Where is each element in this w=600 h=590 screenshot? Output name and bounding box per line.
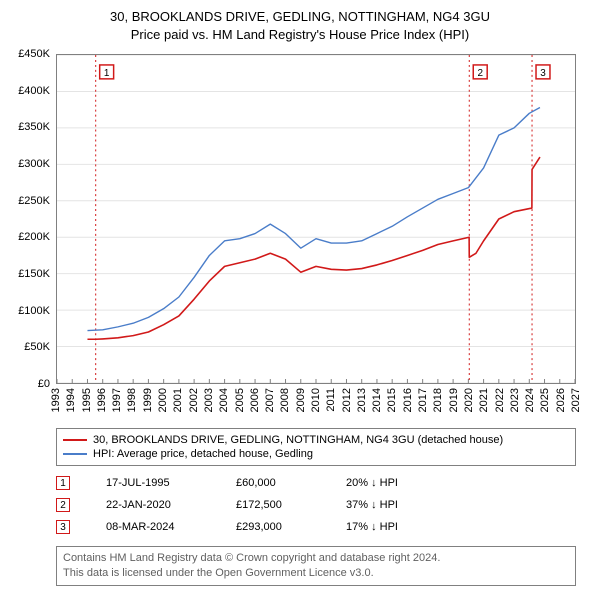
x-tick-label: 2014 <box>371 388 383 412</box>
x-tick-label: 1996 <box>96 388 108 412</box>
x-tick-label: 2025 <box>539 388 551 412</box>
x-tick-label: 2006 <box>249 388 261 412</box>
y-tick-label: £100K <box>18 305 50 317</box>
marker-pct: 20% ↓ HPI <box>346 477 506 489</box>
x-tick-label: 1997 <box>111 388 123 412</box>
x-tick-label: 2020 <box>463 388 475 412</box>
x-tick-label: 2012 <box>341 388 353 412</box>
arrow-down-icon: ↓ <box>371 521 377 533</box>
attribution-line: This data is licensed under the Open Gov… <box>63 566 569 581</box>
legend-swatch <box>63 453 87 455</box>
svg-text:1: 1 <box>104 68 110 79</box>
legend: 30, BROOKLANDS DRIVE, GEDLING, NOTTINGHA… <box>56 428 576 466</box>
title-line-2: Price paid vs. HM Land Registry's House … <box>0 26 600 44</box>
legend-item: HPI: Average price, detached house, Gedl… <box>63 447 569 461</box>
x-tick-label: 2022 <box>494 388 506 412</box>
x-axis-ticks: 1993199419951996199719981999200020012002… <box>56 388 576 428</box>
x-tick-label: 1994 <box>65 388 77 412</box>
x-tick-label: 2019 <box>448 388 460 412</box>
x-tick-label: 1999 <box>142 388 154 412</box>
markers-table: 1 17-JUL-1995£60,00020% ↓ HPI 2 22-JAN-2020… <box>56 472 576 538</box>
y-tick-label: £150K <box>18 268 50 280</box>
arrow-down-icon: ↓ <box>371 499 377 511</box>
attribution-box: Contains HM Land Registry data © Crown c… <box>56 546 576 586</box>
x-tick-label: 1995 <box>81 388 93 412</box>
marker-badge: 2 <box>56 498 70 512</box>
x-tick-label: 2023 <box>509 388 521 412</box>
x-tick-label: 2003 <box>203 388 215 412</box>
legend-item: 30, BROOKLANDS DRIVE, GEDLING, NOTTINGHA… <box>63 433 569 447</box>
x-tick-label: 2000 <box>157 388 169 412</box>
marker-pct: 17% ↓ HPI <box>346 521 506 533</box>
title-line-1: 30, BROOKLANDS DRIVE, GEDLING, NOTTINGHA… <box>0 8 600 26</box>
y-tick-label: £400K <box>18 85 50 97</box>
x-tick-label: 2010 <box>310 388 322 412</box>
y-tick-label: £450K <box>18 48 50 60</box>
svg-text:2: 2 <box>477 68 483 79</box>
x-tick-label: 1998 <box>126 388 138 412</box>
arrow-down-icon: ↓ <box>371 477 377 489</box>
marker-pct: 37% ↓ HPI <box>346 499 506 511</box>
legend-label: HPI: Average price, detached house, Gedl… <box>93 448 313 460</box>
x-tick-label: 2001 <box>172 388 184 412</box>
marker-date: 17-JUL-1995 <box>106 477 236 489</box>
y-tick-label: £350K <box>18 121 50 133</box>
y-axis-ticks: £0£50K£100K£150K£200K£250K£300K£350K£400… <box>0 54 52 384</box>
attribution-line: Contains HM Land Registry data © Crown c… <box>63 551 569 566</box>
svg-text:3: 3 <box>540 68 546 79</box>
marker-row: 3 08-MAR-2024£293,00017% ↓ HPI <box>56 516 576 538</box>
marker-price: £293,000 <box>236 521 346 533</box>
chart-container: 30, BROOKLANDS DRIVE, GEDLING, NOTTINGHA… <box>0 0 600 590</box>
y-tick-label: £200K <box>18 231 50 243</box>
marker-date: 22-JAN-2020 <box>106 499 236 511</box>
x-tick-label: 2008 <box>279 388 291 412</box>
marker-badge: 1 <box>56 476 70 490</box>
marker-price: £172,500 <box>236 499 346 511</box>
title-block: 30, BROOKLANDS DRIVE, GEDLING, NOTTINGHA… <box>0 0 600 44</box>
marker-price: £60,000 <box>236 477 346 489</box>
x-tick-label: 1993 <box>50 388 62 412</box>
legend-label: 30, BROOKLANDS DRIVE, GEDLING, NOTTINGHA… <box>93 434 503 446</box>
x-tick-label: 2015 <box>386 388 398 412</box>
y-tick-label: £300K <box>18 158 50 170</box>
marker-badge: 3 <box>56 520 70 534</box>
x-tick-label: 2013 <box>356 388 368 412</box>
y-tick-label: £0 <box>38 378 50 390</box>
x-tick-label: 2005 <box>234 388 246 412</box>
marker-date: 08-MAR-2024 <box>106 521 236 533</box>
marker-row: 2 22-JAN-2020£172,50037% ↓ HPI <box>56 494 576 516</box>
x-tick-label: 2004 <box>218 388 230 412</box>
x-tick-label: 2018 <box>432 388 444 412</box>
legend-swatch <box>63 439 87 441</box>
x-tick-label: 2002 <box>188 388 200 412</box>
x-tick-label: 2016 <box>402 388 414 412</box>
marker-row: 1 17-JUL-1995£60,00020% ↓ HPI <box>56 472 576 494</box>
y-tick-label: £250K <box>18 195 50 207</box>
x-tick-label: 2027 <box>570 388 582 412</box>
x-tick-label: 2024 <box>524 388 536 412</box>
y-tick-label: £50K <box>24 341 50 353</box>
x-tick-label: 2009 <box>295 388 307 412</box>
x-tick-label: 2026 <box>555 388 567 412</box>
x-tick-label: 2007 <box>264 388 276 412</box>
chart-svg: 1 2 3 <box>57 55 575 383</box>
x-tick-label: 2021 <box>478 388 490 412</box>
x-tick-label: 2011 <box>325 388 337 412</box>
x-tick-label: 2017 <box>417 388 429 412</box>
chart-plot-area: 1 2 3 <box>56 54 576 384</box>
